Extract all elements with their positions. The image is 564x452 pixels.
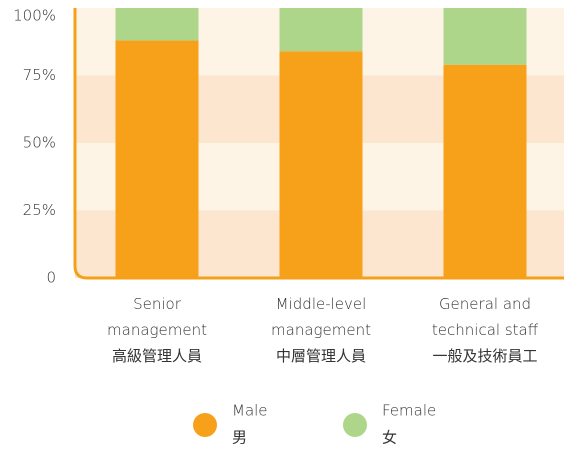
y-tick-label: 75% [23, 66, 56, 84]
legend-swatch [343, 413, 367, 437]
legend-label: Female [382, 402, 436, 420]
x-tick-label: Senior management 高級管理人員 [107, 295, 207, 365]
y-tick-label: 0 [46, 269, 56, 287]
axis-line [73, 8, 564, 280]
x-tick-label: Middle-level management 中層管理人員 [271, 295, 371, 365]
x-tick-label-line: Senior [133, 295, 182, 313]
x-tick-label-line: technical staff [432, 321, 539, 339]
bar-segment [115, 40, 199, 279]
y-tick-label: 25% [23, 201, 56, 219]
x-tick-label-line: General and [439, 295, 531, 313]
bar-segment [279, 8, 363, 52]
x-tick-label-line: 一般及技術員工 [432, 347, 537, 365]
legend-label: 男 [232, 429, 247, 447]
bar-segment [279, 51, 363, 279]
x-tick-label-line: management [271, 321, 371, 339]
x-tick-label-line: Middle-level [276, 295, 367, 313]
x-tick-label-line: 高級管理人員 [112, 347, 202, 365]
legend-swatch [193, 413, 217, 437]
x-tick-label-line: 中層管理人員 [276, 347, 366, 365]
legend-label: 女 [382, 429, 397, 447]
bar-segment [443, 8, 527, 65]
bar-segment [115, 8, 199, 41]
bar-segment [443, 64, 527, 278]
legend-label: Male [232, 402, 268, 420]
x-tick-label: General and technical staff 一般及技術員工 [432, 295, 539, 365]
y-tick-label: 50% [23, 134, 56, 152]
x-tick-label-line: management [107, 321, 207, 339]
y-tick-label: 100% [13, 7, 56, 25]
